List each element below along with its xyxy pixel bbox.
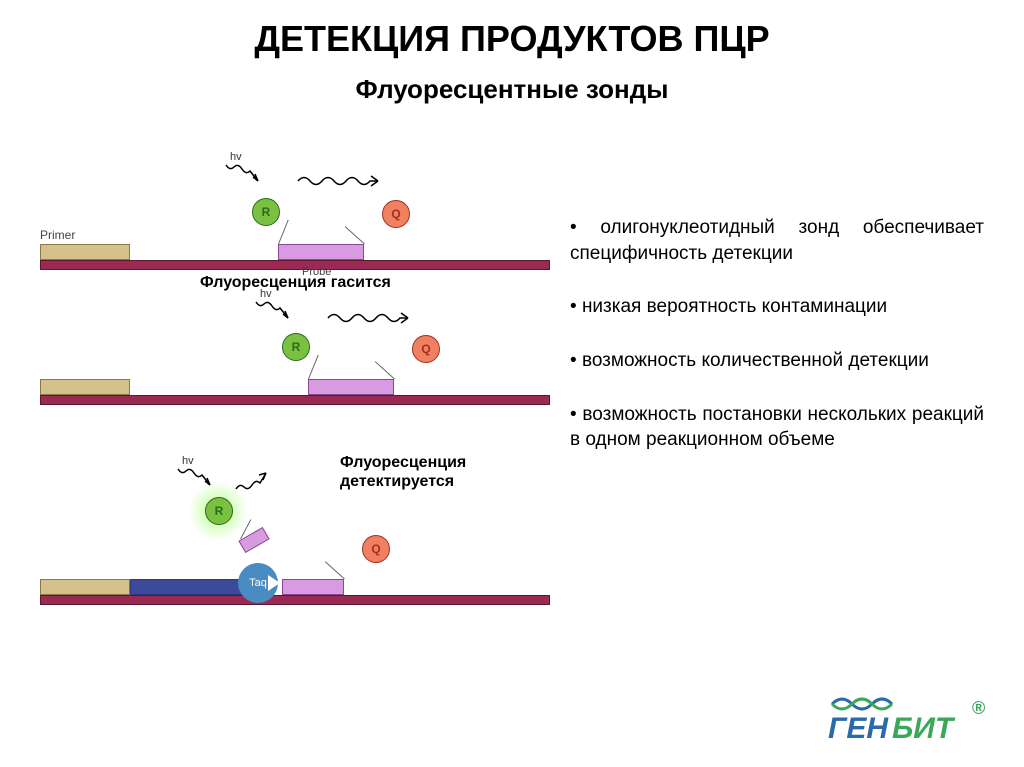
probe-rect (308, 379, 394, 395)
q-label: Q (371, 542, 380, 556)
page-title: ДЕТЕКЦИЯ ПРОДУКТОВ ПЦР (0, 0, 1024, 60)
q-label: Q (421, 342, 430, 356)
r-label: R (262, 205, 271, 219)
quencher-circle: Q (412, 335, 440, 363)
quencher-circle: Q (362, 535, 390, 563)
r-label: R (292, 340, 301, 354)
q-stick (345, 226, 365, 244)
primer-rect (40, 379, 130, 395)
r-label: R (215, 504, 224, 518)
hv-label: hv (230, 151, 242, 163)
reporter-circle-free: R (205, 497, 233, 525)
primer-label: Primer (40, 228, 75, 242)
r-stick (278, 220, 289, 244)
hv-arrow-in (224, 163, 264, 191)
q-stick (375, 361, 395, 379)
bullet-3: возможность количественной детекции (570, 348, 984, 374)
bullet-4: возможность постановки нескольких реакци… (570, 402, 984, 453)
genbit-logo: ГЕН БИТ ® (824, 692, 1004, 752)
dna-strand (40, 260, 550, 270)
probe-remaining (282, 579, 344, 595)
bullet-2: низкая вероятность контаминации (570, 294, 984, 320)
taq-label: Taq (249, 577, 267, 589)
dna-strand (40, 395, 550, 405)
hv-label: hv (182, 455, 194, 467)
probe-rect (278, 244, 364, 260)
quencher-circle: Q (382, 200, 410, 228)
bullets-column: олигонуклеотидный зонд обеспечивает спец… (570, 135, 984, 625)
q-stick (325, 561, 345, 579)
stage-2: R Q hv (40, 290, 550, 425)
logo-gen: ГЕН (828, 712, 889, 745)
taq-polymerase: Taq (238, 563, 278, 603)
stage-1: Primer Probe R Q hv Флуоресценция гаситс… (40, 135, 550, 290)
r-stick (308, 355, 319, 379)
dna-strand (40, 595, 550, 605)
stage3-caption: Флуоресценция детектируется (340, 453, 520, 491)
primer-rect (40, 579, 130, 595)
svg-text:®: ® (972, 698, 985, 718)
hv-arrow-in (254, 300, 294, 328)
reporter-circle: R (252, 198, 280, 226)
diagram-column: Primer Probe R Q hv Флуоресценция гаситс… (40, 135, 550, 625)
hv-label: hv (260, 288, 272, 300)
extended-strand (130, 579, 250, 595)
energy-transfer-arrow (296, 171, 386, 191)
bullet-1: олигонуклеотидный зонд обеспечивает спец… (570, 215, 984, 266)
emission-arrow (232, 467, 272, 495)
reporter-circle: R (282, 333, 310, 361)
energy-transfer-arrow (326, 308, 416, 328)
hv-arrow-in (176, 467, 216, 495)
logo-bit: БИТ (892, 712, 956, 745)
stage-3: Taq Q R hv Флуоресценция детектируется (40, 445, 550, 625)
content-area: Primer Probe R Q hv Флуоресценция гаситс… (0, 105, 1024, 625)
q-label: Q (391, 207, 400, 221)
primer-rect (40, 244, 130, 260)
page-subtitle: Флуоресцентные зонды (0, 60, 1024, 105)
